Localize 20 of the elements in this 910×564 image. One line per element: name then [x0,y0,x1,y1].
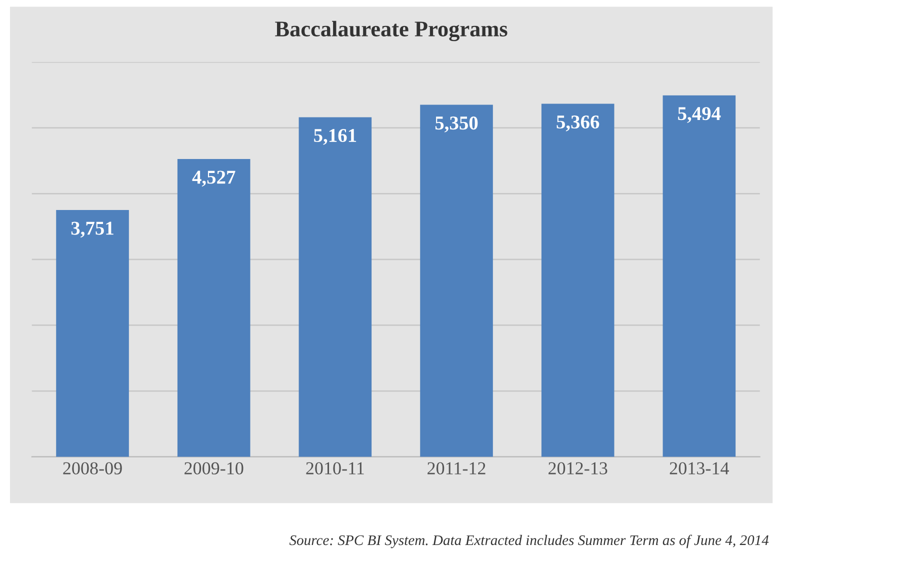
x-tick-label: 2012-13 [548,462,608,474]
data-label: 5,350 [435,116,478,132]
bar [56,210,129,457]
bar [662,95,736,457]
data-label: 5,366 [556,115,600,132]
bar [420,104,493,457]
x-tick-label: 2013-14 [670,462,729,474]
bar [177,158,250,457]
bar [541,104,614,457]
x-tick-label: 2008-09 [63,462,122,474]
x-tick-label: 2009-10 [184,462,244,474]
data-label: 5,161 [314,128,356,145]
chart-title: Baccalaureate Programs [275,20,508,42]
x-tick-label: 2010-11 [306,462,364,474]
x-tick-label: 2011-12 [428,462,486,474]
data-label: 5,494 [678,107,721,123]
bar [298,117,372,457]
data-label: 3,751 [71,222,114,238]
data-label: 4,527 [192,170,236,187]
source-note: Source: SPC BI System. Data Extracted includes Summer Term as of June 4, 2014 [289,534,769,548]
